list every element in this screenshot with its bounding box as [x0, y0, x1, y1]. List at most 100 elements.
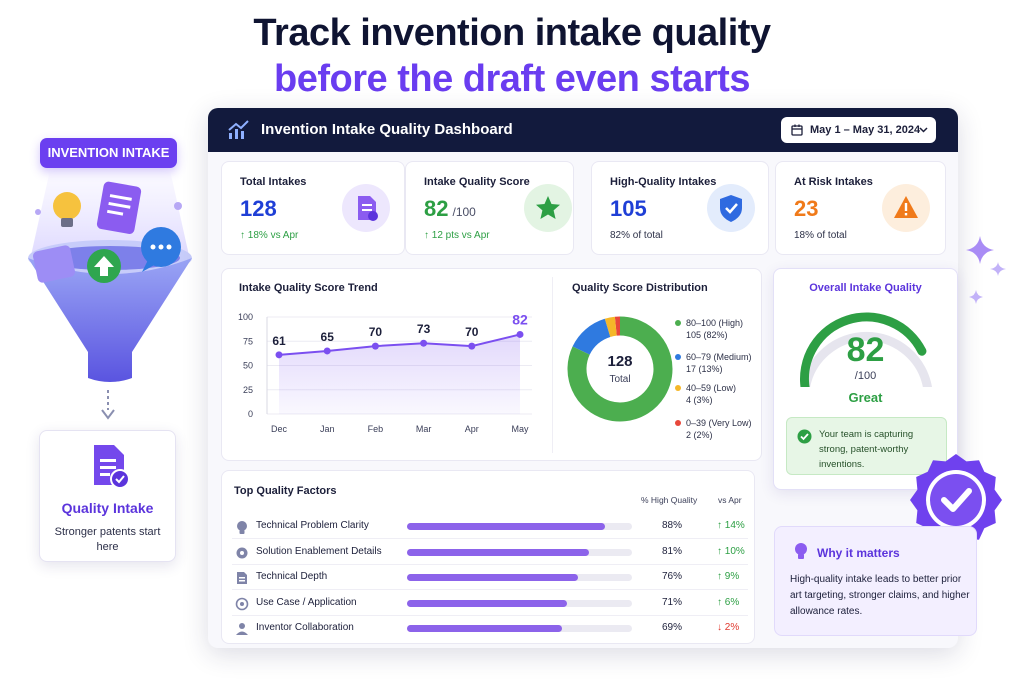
y-tick-label: 25 — [243, 385, 253, 395]
donut-center-value: 128 — [607, 353, 632, 370]
donut-slice — [572, 318, 611, 356]
legend-item: 80–100 (High) 105 (82%) — [675, 317, 744, 341]
kpi-label: High-Quality Intakes — [610, 176, 717, 188]
document-icon — [342, 184, 390, 232]
kpi-label: Total Intakes — [240, 176, 307, 188]
factor-row: Use Case / Application 71% ↑ 6% — [222, 591, 756, 616]
donut-slice — [604, 316, 617, 338]
factor-bar-fill — [407, 548, 590, 556]
headline-line-1: Track invention intake quality — [253, 12, 771, 54]
factor-bar-track — [407, 574, 632, 581]
trend-point — [420, 339, 428, 347]
x-tick-label: Jan — [320, 424, 335, 434]
lightbulb-icon — [237, 521, 247, 534]
factor-row: Technical Problem Clarity 88% ↑ 14% — [222, 514, 756, 539]
legend-dot — [675, 320, 681, 326]
factor-bar-track — [407, 548, 632, 556]
charts-panel: Intake Quality Score Trend 0 25 50 75 100 61 D… — [221, 268, 762, 461]
user-icon — [236, 623, 248, 635]
legend-dot — [675, 354, 681, 360]
factor-row: Inventor Collaboration 69% ↓ 2% — [222, 616, 756, 641]
factors-col-delta: vs Apr — [718, 495, 742, 505]
overall-intake-quality-card: Overall Intake Quality 82 /100 Great You… — [773, 268, 958, 490]
kpi-total-intakes: Total Intakes 128 ↑ 18% vs Apr — [221, 161, 405, 255]
overall-score: 82 — [846, 331, 885, 369]
factor-name: Inventor Collaboration — [256, 622, 354, 633]
x-tick-label: Feb — [368, 424, 384, 434]
legend-label: 60–79 (Medium) — [686, 352, 752, 362]
trend-area — [279, 334, 520, 414]
why-title: Why it matters — [817, 546, 900, 560]
y-tick-label: 50 — [243, 361, 253, 371]
headline-line-2: before the draft even starts — [274, 58, 750, 100]
upload-arrow-icon — [87, 249, 121, 283]
quality-intake-card: Quality Intake Stronger patents start he… — [39, 430, 176, 562]
sparkle-icon — [966, 236, 1006, 304]
legend-dot — [675, 385, 681, 391]
chevron-down-icon — [919, 127, 928, 133]
legend-item: 60–79 (Medium) 17 (13%) — [675, 351, 752, 375]
gear-icon — [236, 547, 248, 558]
donut-center-label: Total — [609, 374, 630, 385]
y-tick-label: 0 — [248, 409, 253, 419]
date-range-picker[interactable]: May 1 – May 31, 2024 — [781, 117, 936, 143]
x-tick-label: May — [511, 424, 529, 434]
why-it-matters-card: Why it matters High-quality intake leads… — [774, 526, 977, 636]
kpi-delta: ↑ 12 pts vs Apr — [424, 230, 490, 241]
factors-title: Top Quality Factors — [234, 485, 337, 497]
shield-check-icon — [707, 184, 755, 232]
factor-delta: ↑ 14% — [717, 520, 745, 531]
overall-unit: /100 — [854, 370, 877, 382]
quality-intake-subtitle: Stronger patents start here — [54, 526, 161, 553]
trend-line — [278, 333, 521, 356]
factor-percent: 81% — [662, 545, 683, 557]
x-tick-label: Mar — [416, 424, 432, 434]
box-icon — [33, 245, 75, 283]
factor-name: Solution Enablement Details — [256, 545, 382, 557]
kpi-delta: ↑ 18% vs Apr — [240, 230, 299, 241]
legend-detail: 2 (2%) — [686, 430, 713, 440]
factor-percent: 71% — [662, 596, 683, 608]
kpi-high-quality-intakes: High-Quality Intakes 105 82% of total — [591, 161, 769, 255]
factor-name: Technical Problem Clarity — [256, 520, 369, 531]
gauge-track — [801, 331, 932, 387]
trend-data-label: 61 — [272, 334, 286, 348]
quality-intake-title: Quality Intake — [61, 500, 154, 516]
legend-detail: 105 (82%) — [686, 330, 728, 340]
factor-delta: ↑ 9% — [717, 571, 740, 582]
trend-chart: 0 25 50 75 100 61 Dec 65 Jan 70 Feb 73 Mar 70 Apr 82 May — [238, 311, 532, 434]
kpi-delta: 82% of total — [610, 230, 663, 241]
factor-delta: ↑ 10% — [717, 545, 745, 557]
legend-label: 0–39 (Very Low) — [686, 418, 752, 428]
target-icon — [235, 597, 249, 610]
trend-point — [323, 347, 331, 355]
distribution-donut-chart: 128 Total — [567, 316, 673, 422]
factor-bar-track — [407, 625, 632, 632]
document-icon — [96, 181, 142, 234]
y-tick-label: 75 — [243, 336, 253, 346]
why-text: High-quality intake leads to better prio… — [790, 574, 970, 617]
warning-icon — [882, 184, 930, 232]
y-tick-label: 100 — [238, 312, 253, 322]
overall-title: Overall Intake Quality — [809, 282, 922, 294]
factor-percent: 88% — [662, 520, 683, 531]
overall-grade: Great — [848, 390, 883, 405]
trend-data-label: 73 — [417, 322, 431, 336]
kpi-value: 82/100 — [424, 196, 476, 221]
kpi-value: 128 — [240, 196, 277, 221]
trend-data-label: 82 — [512, 311, 528, 327]
kpi-intake-quality-score: Intake Quality Score 82/100 ↑ 12 pts vs … — [405, 161, 574, 255]
gauge-fill — [800, 312, 927, 387]
legend-dot — [675, 420, 681, 426]
kpi-at-risk-intakes: At Risk Intakes 23 18% of total — [775, 161, 946, 255]
factor-name: Technical Depth — [256, 571, 328, 582]
trend-point — [516, 330, 524, 338]
legend-label: 40–59 (Low) — [686, 383, 737, 393]
quality-badge-icon — [910, 454, 1002, 546]
trend-point — [275, 351, 283, 359]
legend-detail: 4 (3%) — [686, 395, 713, 405]
legend-label: 80–100 (High) — [686, 318, 744, 328]
kpi-delta: 18% of total — [794, 230, 847, 241]
quality-gauge — [800, 312, 932, 387]
factor-row: Solution Enablement Details 81% ↑ 10% — [222, 540, 756, 565]
